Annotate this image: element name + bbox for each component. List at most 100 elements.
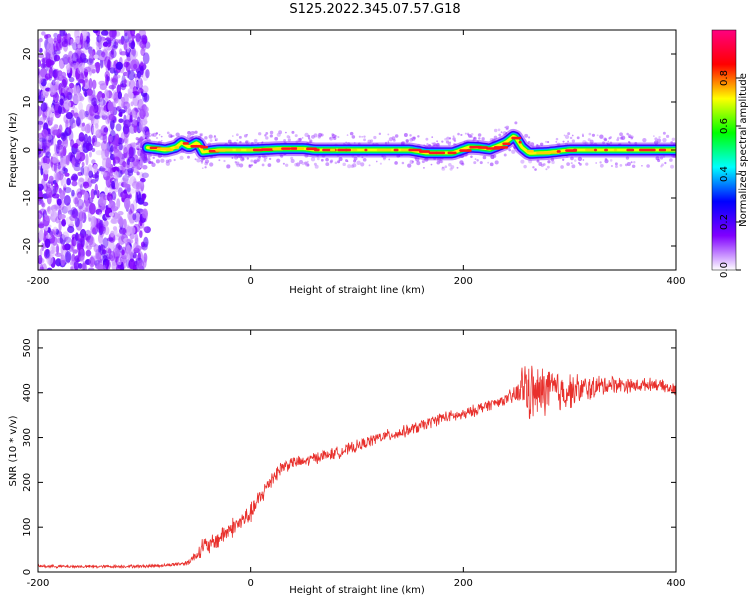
spectral-faint-point <box>556 142 561 147</box>
spectral-noise-point <box>99 97 104 106</box>
spectral-faint-point <box>599 161 602 164</box>
spectral-noise-point <box>96 222 103 233</box>
spectral-noise-point <box>101 168 109 173</box>
spectral-noise-point <box>84 123 91 134</box>
spectral-noise-point <box>56 33 62 44</box>
spectral-noise-point <box>96 263 104 270</box>
spectral-faint-point <box>571 134 574 137</box>
spectral-noise-point <box>71 189 75 197</box>
spectral-noise-point <box>128 79 136 90</box>
spectral-faint-point <box>250 159 254 163</box>
spectral-faint-point <box>614 162 618 166</box>
spectral-noise-point <box>61 79 67 88</box>
snr-y-tick-label: 500 <box>22 338 33 357</box>
snr-y-tick-label: 100 <box>22 518 33 537</box>
spectral-noise-point <box>121 100 126 109</box>
spectral-noise-point <box>55 216 60 224</box>
spectrogram-y-tick-label: 10 <box>22 96 33 109</box>
spectral-faint-point <box>566 162 570 166</box>
spectral-noise-point <box>45 58 52 68</box>
spectral-noise-point <box>127 108 132 116</box>
spectral-noise-point <box>63 95 68 102</box>
spectral-noise-point <box>46 186 52 199</box>
spectral-faint-point <box>520 159 525 164</box>
spectral-noise-point <box>55 172 60 184</box>
spectral-faint-point <box>361 156 364 159</box>
spectral-faint-point <box>502 131 507 136</box>
spectral-noise-point <box>128 247 132 256</box>
spectral-noise-point <box>98 212 103 217</box>
spectral-faint-point <box>201 157 205 161</box>
spectral-noise-point <box>124 162 132 169</box>
spectral-noise-point <box>57 144 64 150</box>
spectral-faint-point <box>585 162 589 166</box>
spectral-noise-point <box>100 110 108 116</box>
spectral-noise-point <box>38 132 44 139</box>
spectral-noise-point <box>113 41 119 49</box>
spectral-faint-point <box>363 135 366 138</box>
spectral-faint-point <box>368 164 371 167</box>
spectral-noise-point <box>105 39 112 45</box>
spectral-faint-point <box>474 158 477 160</box>
spectral-noise-point <box>107 101 114 112</box>
spectral-faint-point <box>470 155 473 158</box>
spectral-faint-point <box>245 140 249 144</box>
spectral-faint-point <box>457 132 460 136</box>
spectral-faint-point <box>528 159 533 164</box>
spectral-noise-point <box>133 242 139 251</box>
spectral-faint-point <box>487 161 490 164</box>
spectral-noise-point <box>125 61 131 72</box>
spectral-faint-point <box>446 136 450 140</box>
spectral-noise-point <box>59 157 65 168</box>
spectral-faint-point <box>236 139 239 142</box>
spectral-faint-point <box>147 156 150 159</box>
spectral-faint-point <box>426 143 429 146</box>
spectral-noise-point <box>60 87 65 95</box>
spectral-noise-point <box>38 254 43 265</box>
spectral-faint-point <box>279 153 283 157</box>
spectral-faint-point <box>456 166 459 169</box>
spectral-faint-point <box>379 162 382 165</box>
spectral-noise-point <box>126 259 130 269</box>
spectral-noise-point <box>123 79 127 84</box>
spectral-noise-point <box>124 168 129 176</box>
spectral-faint-point <box>213 136 217 139</box>
spectral-noise-point <box>75 151 81 160</box>
spectral-noise-point <box>38 221 44 227</box>
spectral-noise-point <box>143 252 148 263</box>
spectral-noise-point <box>92 227 97 235</box>
spectral-noise-point <box>45 151 51 159</box>
spectral-faint-point <box>450 165 455 169</box>
spectral-faint-point <box>304 132 309 138</box>
spectral-faint-point <box>331 134 336 139</box>
spectral-faint-point <box>546 165 550 169</box>
spectral-noise-point <box>41 163 50 170</box>
spectral-faint-point <box>630 161 633 164</box>
spectral-noise-point <box>125 48 130 58</box>
spectral-faint-point <box>453 143 456 146</box>
spectral-noise-point <box>123 126 130 138</box>
spectral-faint-point <box>619 164 623 167</box>
spectral-peak-segment <box>477 146 488 149</box>
spectral-noise-point <box>65 250 72 263</box>
spectral-faint-point <box>497 128 501 132</box>
spectral-noise-point <box>60 132 65 140</box>
spectral-noise-point <box>91 68 96 74</box>
spectral-noise-point <box>75 37 80 45</box>
spectral-peak-segment <box>313 148 320 152</box>
spectral-faint-point <box>445 140 450 144</box>
spectral-faint-point <box>148 160 152 164</box>
spectral-noise-point <box>78 263 83 269</box>
spectral-noise-point <box>121 249 125 256</box>
spectral-noise-point <box>124 101 131 114</box>
spectral-noise-point <box>114 133 120 144</box>
spectral-faint-point <box>401 161 405 165</box>
spectral-noise-point <box>63 194 71 206</box>
spectral-noise-point <box>51 193 60 199</box>
spectral-faint-point <box>551 160 555 165</box>
spectral-peak-segment <box>393 148 399 152</box>
spectral-noise-point <box>116 198 121 209</box>
spectral-faint-point <box>267 163 272 168</box>
spectral-faint-point <box>555 141 558 143</box>
spectral-noise-point <box>77 205 81 213</box>
